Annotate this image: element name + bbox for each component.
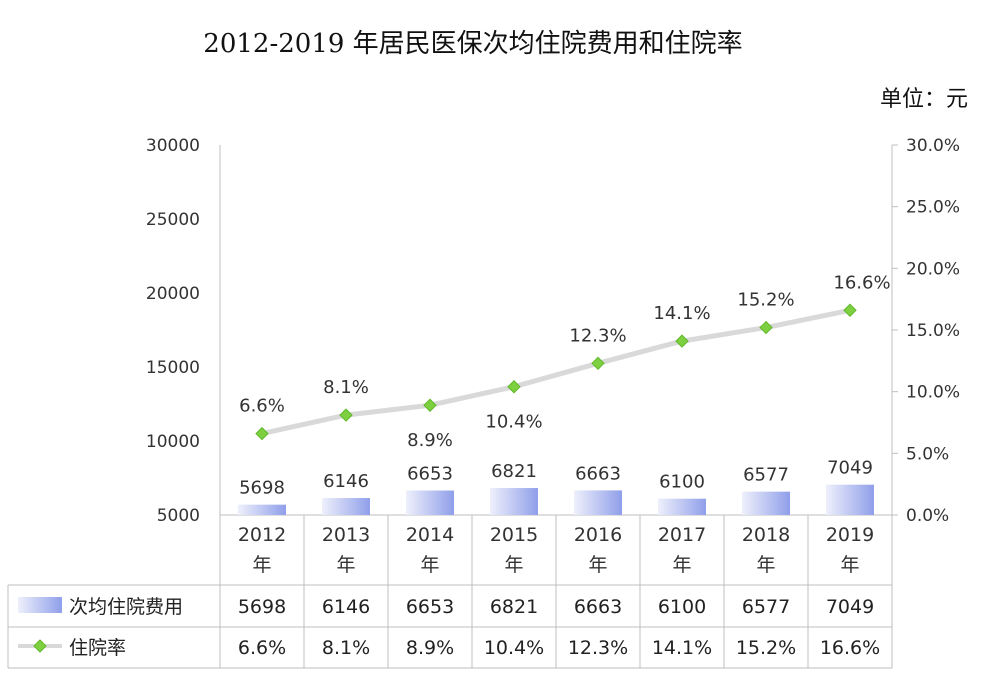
- bar: [406, 490, 454, 515]
- left-tick-label: 5000: [157, 506, 200, 526]
- line-marker: [759, 320, 773, 335]
- bar: [490, 488, 538, 515]
- table-cell-cost: 6653: [406, 596, 454, 618]
- table-cell-rate: 15.2%: [736, 637, 796, 659]
- legend-bar-label: 次均住院费用: [69, 596, 183, 618]
- bar-series: [238, 484, 874, 515]
- axes: [219, 145, 893, 516]
- line-marker: [591, 356, 605, 371]
- bar-data-labels: 5698 6146 6653 6821 6663 6100 6577 7049: [239, 458, 873, 499]
- bar: [322, 498, 370, 515]
- legend-bar-key: [18, 597, 62, 613]
- right-tick-label: 10.0%: [906, 383, 960, 403]
- bar-data-label: 6100: [659, 472, 705, 493]
- line-data-label: 6.6%: [239, 396, 285, 417]
- right-tick-label: 30.0%: [906, 136, 960, 156]
- bar: [574, 490, 622, 515]
- bar-data-label: 6577: [743, 465, 789, 486]
- line-marker: [423, 398, 437, 412]
- line-data-label: 14.1%: [653, 303, 710, 324]
- category-label: 2019 年: [826, 524, 874, 576]
- line-data-label: 12.3%: [569, 325, 626, 346]
- bar-data-label: 6653: [407, 464, 453, 485]
- table-cell-rate: 14.1%: [652, 637, 712, 659]
- right-tick-label: 25.0%: [906, 198, 960, 218]
- category-label: 2012 年: [238, 524, 286, 576]
- table-cell-rate: 8.1%: [322, 637, 370, 659]
- category-label: 2014 年: [406, 524, 454, 576]
- line-series: [255, 303, 857, 441]
- left-tick-label: 15000: [146, 358, 200, 378]
- table-cell-rate: 6.6%: [238, 637, 286, 659]
- line-data-label: 15.2%: [737, 290, 794, 311]
- line-data-label: 16.6%: [833, 272, 890, 293]
- category-labels: 2012 年 2013 年 2014 年 2015 年 2016 年 2017 年 2018 年 2019 年: [238, 524, 874, 576]
- legend-line-marker: [33, 639, 47, 653]
- right-tick-label: 0.0%: [906, 506, 949, 526]
- line-marker: [675, 334, 689, 348]
- table-cell-rate: 12.3%: [568, 637, 628, 659]
- category-label: 2013 年: [322, 524, 370, 576]
- left-tick-label: 25000: [146, 210, 200, 230]
- right-axis-ticks: 0.0% 5.0% 10.0% 15.0% 20.0% 25.0% 30.0%: [892, 136, 960, 526]
- line-path: [259, 307, 853, 437]
- line-data-label: 10.4%: [485, 412, 542, 433]
- category-label: 2015 年: [490, 524, 538, 576]
- bar: [658, 498, 706, 515]
- line-marker: [255, 426, 269, 441]
- table-cell-cost: 7049: [826, 596, 874, 618]
- bar: [742, 491, 790, 515]
- left-axis-ticks: 5000 10000 15000 20000 25000 30000: [146, 136, 200, 526]
- line-marker: [507, 380, 521, 394]
- table-cell-cost: 6146: [322, 596, 370, 618]
- bar-data-label: 6663: [575, 463, 621, 484]
- category-label: 2018 年: [742, 524, 790, 576]
- right-tick-label: 5.0%: [906, 444, 949, 464]
- table-cell-cost: 6821: [490, 596, 538, 618]
- bar-data-label: 6821: [491, 461, 537, 482]
- table-cell-cost: 6577: [742, 596, 790, 618]
- bar: [238, 504, 286, 515]
- table-cell-rate: 10.4%: [484, 637, 544, 659]
- left-tick-label: 10000: [146, 432, 200, 452]
- table-cell-cost: 6100: [658, 596, 706, 618]
- category-label: 2016 年: [574, 524, 622, 576]
- table-cell-cost: 5698: [238, 596, 286, 618]
- line-data-labels: 6.6% 8.1% 8.9% 10.4% 12.3% 14.1% 15.2% 16.6%: [239, 272, 890, 451]
- chart-title: 2012-2019 年居民医保次均住院费用和住院率: [203, 29, 742, 59]
- legend-line-label: 住院率: [69, 637, 126, 659]
- table-cell-rate: 8.9%: [406, 637, 454, 659]
- left-tick-label: 20000: [146, 284, 200, 304]
- left-tick-label: 30000: [146, 136, 200, 156]
- line-marker: [843, 303, 857, 317]
- table-cell-cost: 6663: [574, 596, 622, 618]
- bar: [826, 484, 874, 515]
- bar-data-label: 7049: [827, 458, 873, 479]
- table-cell-rate: 16.6%: [820, 637, 880, 659]
- right-tick-label: 15.0%: [906, 321, 960, 341]
- right-tick-label: 20.0%: [906, 259, 960, 279]
- line-data-label: 8.1%: [323, 377, 369, 398]
- line-marker: [339, 408, 353, 422]
- unit-label: 单位：元: [880, 87, 968, 112]
- category-label: 2017 年: [658, 524, 706, 576]
- bar-data-label: 5698: [239, 478, 285, 499]
- bar-data-label: 6146: [323, 471, 369, 492]
- line-data-label: 8.9%: [407, 430, 453, 451]
